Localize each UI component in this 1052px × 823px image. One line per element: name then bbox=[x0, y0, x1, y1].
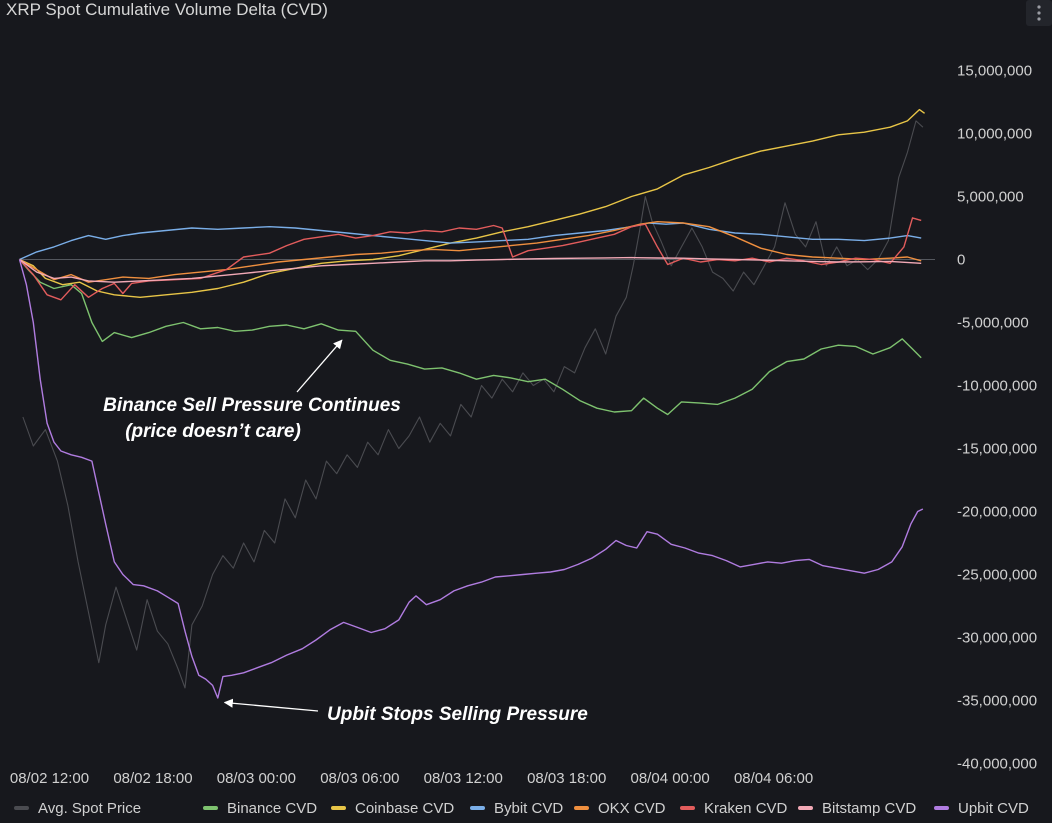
legend-item-binance-cvd[interactable]: Binance CVD bbox=[203, 796, 317, 820]
legend-item-okx-cvd[interactable]: OKX CVD bbox=[574, 796, 666, 820]
chart-title: XRP Spot Cumulative Volume Delta (CVD) bbox=[6, 0, 328, 19]
legend-item-avg-spot-price[interactable]: Avg. Spot Price bbox=[14, 796, 141, 820]
y-tick-label: -35,000,000 bbox=[957, 693, 1037, 710]
upbit-annotation-arrow bbox=[223, 698, 319, 712]
legend-item-bybit-cvd[interactable]: Bybit CVD bbox=[470, 796, 563, 820]
y-tick-label: -15,000,000 bbox=[957, 441, 1037, 458]
legend-swatch bbox=[680, 806, 695, 810]
chart-legend: Avg. Spot Price Binance CVD Coinbase CVD By… bbox=[0, 796, 1052, 820]
legend-label: Avg. Spot Price bbox=[38, 799, 142, 817]
legend-swatch bbox=[574, 806, 589, 810]
x-tick-label: 08/04 00:00 bbox=[631, 770, 710, 787]
legend-item-coinbase-cvd[interactable]: Coinbase CVD bbox=[331, 796, 454, 820]
legend-label: Upbit CVD bbox=[958, 799, 1029, 817]
legend-label: Coinbase CVD bbox=[355, 799, 455, 817]
bitstamp-cvd-line bbox=[19, 256, 922, 283]
x-tick-label: 08/03 18:00 bbox=[527, 770, 606, 787]
y-tick-label: -10,000,000 bbox=[957, 378, 1037, 395]
x-tick-label: 08/03 00:00 bbox=[217, 770, 296, 787]
legend-swatch bbox=[14, 806, 29, 810]
x-tick-label: 08/02 12:00 bbox=[10, 770, 89, 787]
y-tick-label: 0 bbox=[957, 252, 965, 269]
legend-item-bitstamp-cvd[interactable]: Bitstamp CVD bbox=[798, 796, 916, 820]
y-tick-label: -20,000,000 bbox=[957, 504, 1037, 521]
y-tick-label: -25,000,000 bbox=[957, 567, 1037, 584]
panel-menu-button[interactable] bbox=[1026, 0, 1052, 26]
binance-annotation-text: Binance Sell Pressure Continues bbox=[103, 395, 401, 416]
x-tick-label: 08/03 12:00 bbox=[424, 770, 503, 787]
legend-swatch bbox=[798, 806, 813, 810]
legend-swatch bbox=[203, 806, 218, 810]
avg-spot-price-line bbox=[22, 120, 924, 689]
legend-label: OKX CVD bbox=[598, 799, 666, 817]
legend-swatch bbox=[331, 806, 346, 810]
y-tick-label: -40,000,000 bbox=[957, 756, 1037, 773]
binance-cvd-line bbox=[18, 259, 922, 416]
x-tick-label: 08/02 18:00 bbox=[113, 770, 192, 787]
upbit-cvd-line bbox=[18, 259, 924, 699]
kraken-cvd-line bbox=[18, 217, 922, 301]
legend-item-kraken-cvd[interactable]: Kraken CVD bbox=[680, 796, 787, 820]
y-tick-label: 10,000,000 bbox=[957, 126, 1032, 143]
y-tick-label: 15,000,000 bbox=[957, 63, 1032, 80]
y-tick-label: 5,000,000 bbox=[957, 189, 1024, 206]
binance-annotation-subtext: (price doesn’t care) bbox=[125, 421, 301, 442]
y-tick-label: -5,000,000 bbox=[957, 315, 1029, 332]
okx-cvd-line bbox=[19, 220, 922, 283]
legend-swatch bbox=[934, 806, 949, 810]
legend-label: Binance CVD bbox=[227, 799, 318, 817]
x-tick-label: 08/04 06:00 bbox=[734, 770, 813, 787]
vertical-ellipsis-icon bbox=[1037, 5, 1041, 21]
cvd-line-chart: 15,000,000 10,000,000 5,000,000 0 -5,000,000… bbox=[10, 63, 1037, 788]
legend-label: Bybit CVD bbox=[494, 799, 564, 817]
upbit-annotation-text: Upbit Stops Selling Pressure bbox=[327, 704, 588, 725]
legend-label: Kraken CVD bbox=[704, 799, 788, 817]
legend-label: Bitstamp CVD bbox=[822, 799, 917, 817]
bybit-cvd-line bbox=[19, 222, 922, 261]
legend-swatch bbox=[470, 806, 485, 810]
coinbase-cvd-line bbox=[19, 108, 926, 298]
binance-annotation-arrow bbox=[296, 339, 343, 393]
y-tick-label: -30,000,000 bbox=[957, 630, 1037, 647]
x-tick-label: 08/03 06:00 bbox=[320, 770, 399, 787]
legend-item-upbit-cvd[interactable]: Upbit CVD bbox=[934, 796, 1029, 820]
